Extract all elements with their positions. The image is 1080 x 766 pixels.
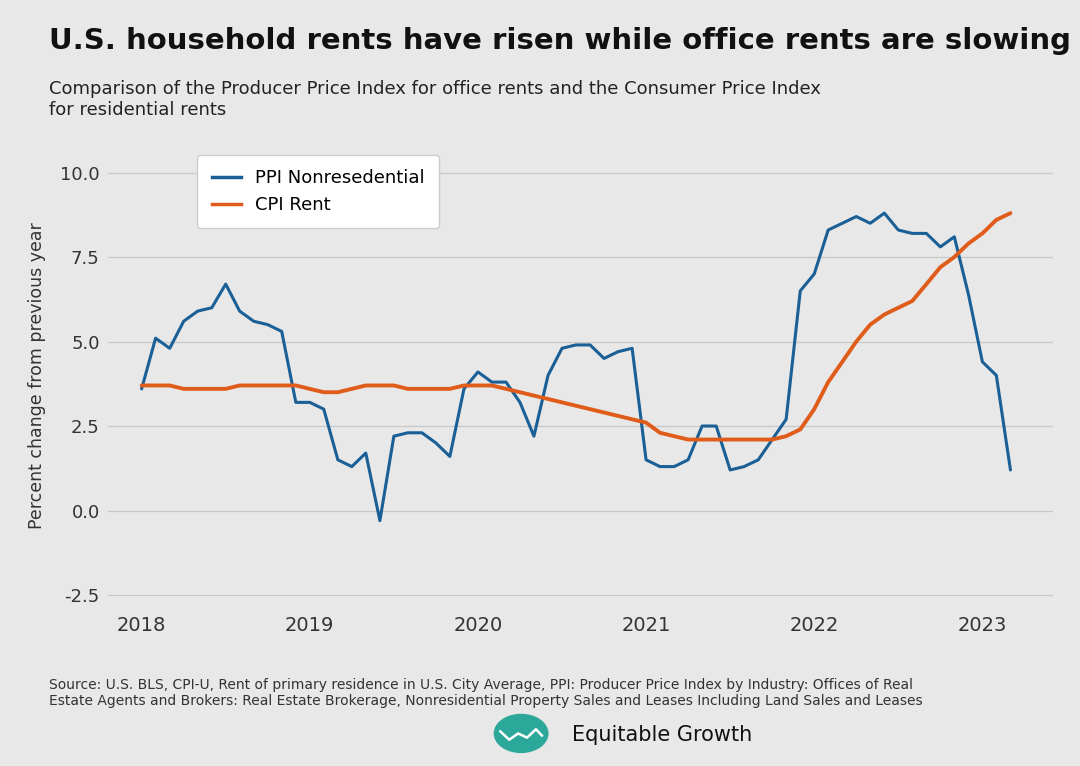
Legend: PPI Nonresedential, CPI Rent: PPI Nonresedential, CPI Rent xyxy=(198,155,440,228)
Text: U.S. household rents have risen while office rents are slowing: U.S. household rents have risen while of… xyxy=(49,27,1070,55)
Text: Comparison of the Producer Price Index for office rents and the Consumer Price I: Comparison of the Producer Price Index f… xyxy=(49,80,821,119)
Text: Source: U.S. BLS, CPI-U, Rent of primary residence in U.S. City Average, PPI: Pr: Source: U.S. BLS, CPI-U, Rent of primary… xyxy=(49,678,922,708)
Circle shape xyxy=(495,715,548,752)
Y-axis label: Percent change from previous year: Percent change from previous year xyxy=(28,222,46,529)
Text: Equitable Growth: Equitable Growth xyxy=(572,725,753,745)
